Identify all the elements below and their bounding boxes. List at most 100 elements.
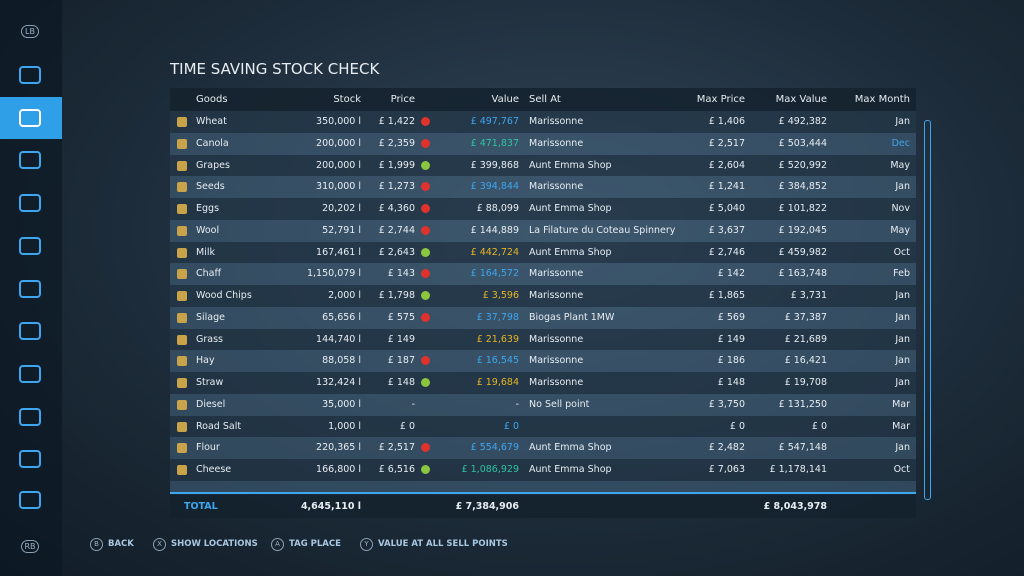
- table-row[interactable]: Wood Chips 2,000 l £ 1,798 £ 3,596 Marissonn…: [170, 285, 916, 307]
- cell-goods: Milk: [196, 246, 215, 258]
- cell-max-month: Jan: [895, 116, 910, 127]
- table-row[interactable]: Wheat 350,000 l £ 1,422 £ 497,767 Marissonne…: [170, 111, 916, 133]
- key-b[interactable]: B: [90, 538, 103, 551]
- table-row[interactable]: Chaff 1,150,079 l £ 143 £ 164,572 Marissonne…: [170, 263, 916, 285]
- menu-icon[interactable]: [19, 151, 41, 169]
- cell-sell-at: Biogas Plant 1MW: [529, 311, 615, 323]
- column-header: Goods: [196, 94, 228, 105]
- total-stock: 4,645,110 l: [300, 501, 361, 512]
- table-row[interactable]: Cheese 166,800 l £ 6,516 £ 1,086,929 Aunt Em…: [170, 459, 916, 481]
- goods-icon: [177, 421, 187, 432]
- cell-sell-at: Aunt Emma Shop: [529, 442, 612, 454]
- footer-action[interactable]: SHOW LOCATIONS: [171, 539, 258, 549]
- table-row[interactable]: Hay 88,058 l £ 187 £ 16,545 Marissonne £ 186 £…: [170, 350, 916, 372]
- cell-price: £ 148: [387, 377, 415, 388]
- cell-goods: Chaff: [196, 268, 222, 280]
- cell-sell-at: Marissonne: [529, 355, 584, 367]
- menu-icon[interactable]: [19, 280, 41, 298]
- cell-max-value: £ 384,852: [778, 181, 827, 193]
- cell-goods: Road Salt: [196, 420, 242, 432]
- cell-max-price: £ 569: [717, 311, 745, 323]
- cell-max-value: £ 101,822: [778, 203, 827, 214]
- cell-stock: 200,000 l: [316, 159, 361, 171]
- table-row[interactable]: Flour 220,365 l £ 2,517 £ 554,679 Aunt Emma …: [170, 437, 916, 459]
- cell-sell-at: Aunt Emma Shop: [529, 203, 612, 214]
- column-header: Max Price: [696, 94, 745, 105]
- cell-value: £ 442,724: [470, 246, 519, 258]
- key-y[interactable]: Y: [360, 538, 373, 551]
- cell-stock: 1,000 l: [328, 420, 361, 432]
- cell-goods: Cheese: [196, 464, 232, 475]
- table-row[interactable]: Grass 144,740 l £ 149 £ 21,639 Marissonne £ 1…: [170, 328, 916, 351]
- scrollbar[interactable]: [924, 120, 931, 500]
- footer-action[interactable]: BACK: [108, 539, 134, 549]
- table-row[interactable]: Wool 52,791 l £ 2,744 £ 144,889 La Filature …: [170, 219, 916, 242]
- cell-max-month: Nov: [891, 203, 910, 214]
- menu-icon[interactable]: [19, 450, 41, 468]
- cell-max-month: Mar: [892, 398, 910, 410]
- cell-value: £ 471,837: [470, 137, 519, 149]
- menu-icon[interactable]: [19, 491, 41, 509]
- cell-max-month: Jan: [895, 333, 910, 345]
- lb-button[interactable]: LB: [21, 25, 39, 38]
- menu-icon[interactable]: [19, 365, 41, 383]
- cell-stock: 310,000 l: [316, 181, 361, 193]
- key-a[interactable]: A: [271, 538, 284, 551]
- menu-icon[interactable]: [19, 322, 41, 340]
- cell-max-price: £ 2,517: [708, 137, 745, 149]
- cell-max-month: May: [890, 159, 910, 171]
- cell-sell-at: Aunt Emma Shop: [529, 246, 612, 258]
- cell-max-price: £ 7,063: [708, 464, 745, 475]
- trend-down: [421, 182, 430, 192]
- cell-price: £ 187: [387, 355, 415, 367]
- trend-down: [421, 225, 430, 235]
- cell-max-month: Jan: [895, 355, 910, 367]
- trend-up: [421, 247, 430, 257]
- menu-icon[interactable]: [19, 109, 41, 127]
- table-row[interactable]: Seeds 310,000 l £ 1,273 £ 394,844 Marissonne…: [170, 176, 916, 198]
- cell-price: £ 149: [387, 333, 415, 345]
- cell-price: £ 1,999: [378, 159, 415, 171]
- cell-max-price: £ 186: [717, 355, 745, 367]
- cell-sell-at: Marissonne: [529, 377, 584, 388]
- cell-max-price: £ 2,746: [708, 246, 745, 258]
- column-header: Value: [491, 94, 519, 105]
- column-header: Sell At: [529, 94, 561, 105]
- table-row[interactable]: Straw 132,424 l £ 148 £ 19,684 Marissonne £ 1…: [170, 372, 916, 394]
- cell-sell-at: Marissonne: [529, 116, 584, 127]
- cell-stock: 350,000 l: [316, 116, 361, 127]
- table-row[interactable]: Diesel 35,000 l - - No Sell point £ 3,750 £ 13…: [170, 393, 916, 416]
- key-x[interactable]: X: [153, 538, 166, 551]
- table-row[interactable]: Silage 65,656 l £ 575 £ 37,798 Biogas Plant …: [170, 306, 916, 329]
- table-row[interactable]: Milk 167,461 l £ 2,643 £ 442,724 Aunt Emma S…: [170, 241, 916, 264]
- cell-max-month: Jan: [895, 377, 910, 388]
- rb-button[interactable]: RB: [21, 540, 39, 553]
- menu-icon[interactable]: [19, 237, 41, 255]
- selected-tab[interactable]: [0, 97, 62, 139]
- cell-goods: Wheat: [196, 116, 227, 127]
- goods-icon: [177, 312, 187, 323]
- menu-icon[interactable]: [19, 194, 41, 212]
- cell-value: £ 16,545: [476, 355, 519, 367]
- cell-sell-at: No Sell point: [529, 398, 590, 410]
- goods-icon: [177, 225, 187, 236]
- menu-icon[interactable]: [19, 408, 41, 426]
- table-row[interactable]: Road Salt 1,000 l £ 0 £ 0 £ 0 £ 0 Mar: [170, 415, 916, 438]
- table-row[interactable]: Eggs 20,202 l £ 4,360 £ 88,099 Aunt Emma Sho…: [170, 198, 916, 220]
- cell-value: £ 88,099: [476, 203, 519, 214]
- footer-action[interactable]: TAG PLACE: [289, 539, 341, 549]
- cell-max-price: £ 142: [717, 268, 745, 280]
- cell-stock: 144,740 l: [316, 333, 361, 345]
- trend-down: [421, 443, 430, 453]
- cell-max-value: £ 192,045: [778, 224, 827, 236]
- table-row[interactable]: Canola 200,000 l £ 2,359 £ 471,837 Marissonn…: [170, 132, 916, 155]
- cell-price: £ 2,744: [378, 224, 415, 236]
- goods-icon: [177, 247, 187, 258]
- cell-value: £ 1,086,929: [461, 464, 519, 475]
- table-row[interactable]: Grapes 200,000 l £ 1,999 £ 399,868 Aunt Emma…: [170, 154, 916, 177]
- footer-action[interactable]: VALUE AT ALL SELL POINTS: [378, 539, 508, 549]
- cell-max-value: £ 163,748: [778, 268, 827, 280]
- column-header: Max Month: [854, 94, 910, 105]
- menu-icon[interactable]: [19, 66, 41, 84]
